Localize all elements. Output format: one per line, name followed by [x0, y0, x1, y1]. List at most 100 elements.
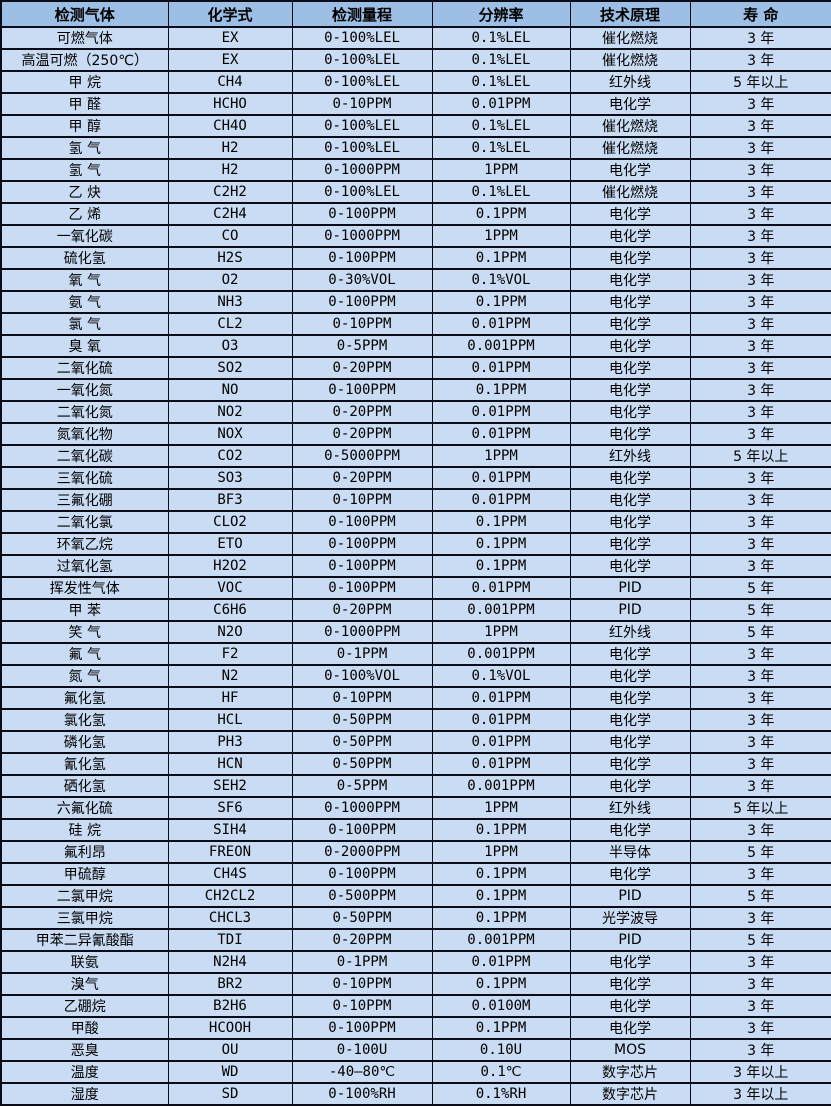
cell-technology-principle: 电化学 [569, 378, 691, 402]
cell-technology-principle: 数字芯片 [569, 1060, 691, 1084]
cell-chemical-formula: NOX [167, 422, 293, 446]
cell-lifespan: 3 年 [689, 268, 831, 292]
cell-gas-name: 二氧化碳 [0, 444, 169, 468]
cell-lifespan: 3 年 [689, 708, 831, 732]
cell-resolution: 0.1%LEL [431, 180, 571, 204]
cell-detection-range: 0-100PPM [291, 576, 433, 600]
cell-chemical-formula: CH4O [167, 114, 293, 138]
cell-chemical-formula: SF6 [167, 796, 293, 820]
cell-lifespan: 3 年 [689, 554, 831, 578]
cell-lifespan: 3 年 [689, 532, 831, 556]
cell-resolution: 0.1%LEL [431, 70, 571, 94]
cell-resolution: 0.001PPM [431, 334, 571, 358]
cell-lifespan: 3 年 [689, 26, 831, 50]
cell-resolution: 0.01PPM [431, 708, 571, 732]
table-row: 可燃气体 EX 0-100%LEL 0.1%LEL 催化燃烧 3 年 [0, 26, 831, 50]
cell-lifespan: 5 年 [689, 840, 831, 864]
cell-chemical-formula: N2H4 [167, 950, 293, 974]
cell-chemical-formula: HCL [167, 708, 293, 732]
cell-chemical-formula: H2 [167, 136, 293, 160]
cell-gas-name: 氮氧化物 [0, 422, 169, 446]
cell-resolution: 0.1℃ [431, 1060, 571, 1084]
cell-gas-name: 硅 烷 [0, 818, 169, 842]
header-resolution: 分辨率 [431, 0, 571, 28]
cell-lifespan: 3 年 [689, 1038, 831, 1062]
cell-detection-range: 0-20PPM [291, 422, 433, 446]
cell-lifespan: 3 年以上 [689, 1082, 831, 1106]
cell-chemical-formula: EX [167, 26, 293, 50]
cell-chemical-formula: C6H6 [167, 598, 293, 622]
header-detection-range: 检测量程 [291, 0, 433, 28]
cell-gas-name: 联氨 [0, 950, 169, 974]
cell-detection-range: 0-30%VOL [291, 268, 433, 292]
cell-resolution: 0.01PPM [431, 312, 571, 336]
cell-technology-principle: 半导体 [569, 840, 691, 864]
cell-gas-name: 氟 气 [0, 642, 169, 666]
cell-chemical-formula: SD [167, 1082, 293, 1106]
cell-gas-name: 氟利昂 [0, 840, 169, 864]
cell-chemical-formula: WD [167, 1060, 293, 1084]
table-body: 可燃气体 EX 0-100%LEL 0.1%LEL 催化燃烧 3 年高温可燃（250℃） E… [0, 26, 831, 1106]
cell-lifespan: 3 年 [689, 906, 831, 930]
cell-lifespan: 3 年 [689, 686, 831, 710]
cell-resolution: 0.1PPM [431, 972, 571, 996]
cell-chemical-formula: PH3 [167, 730, 293, 754]
cell-chemical-formula: C2H4 [167, 202, 293, 226]
cell-technology-principle: 电化学 [569, 268, 691, 292]
cell-technology-principle: 催化燃烧 [569, 136, 691, 160]
cell-resolution: 0.01PPM [431, 422, 571, 446]
cell-gas-name: 二氧化硫 [0, 356, 169, 380]
cell-gas-name: 甲 醇 [0, 114, 169, 138]
cell-technology-principle: 电化学 [569, 246, 691, 270]
cell-detection-range: 0-20PPM [291, 466, 433, 490]
cell-lifespan: 3 年 [689, 180, 831, 204]
table-row: 臭 氧 O3 0-5PPM 0.001PPM 电化学 3 年 [0, 334, 831, 358]
cell-chemical-formula: H2S [167, 246, 293, 270]
cell-resolution: 0.1PPM [431, 510, 571, 534]
table-row: 甲 醛 HCHO 0-10PPM 0.01PPM 电化学 3 年 [0, 92, 831, 116]
cell-technology-principle: 电化学 [569, 554, 691, 578]
cell-detection-range: 0-100%LEL [291, 70, 433, 94]
cell-gas-name: 三氧化硫 [0, 466, 169, 490]
cell-lifespan: 5 年 [689, 928, 831, 952]
table-row: 一氧化碳 CO 0-1000PPM 1PPM 电化学 3 年 [0, 224, 831, 248]
cell-detection-range: 0-10PPM [291, 972, 433, 996]
cell-technology-principle: 电化学 [569, 730, 691, 754]
cell-detection-range: 0-100PPM [291, 510, 433, 534]
cell-technology-principle: 电化学 [569, 466, 691, 490]
cell-chemical-formula: SIH4 [167, 818, 293, 842]
table-row: 乙硼烷 B2H6 0-10PPM 0.0100M 电化学 3 年 [0, 994, 831, 1018]
cell-detection-range: 0-100%LEL [291, 26, 433, 50]
cell-resolution: 0.001PPM [431, 642, 571, 666]
cell-lifespan: 3 年 [689, 356, 831, 380]
cell-resolution: 0.1PPM [431, 378, 571, 402]
cell-technology-principle: 红外线 [569, 444, 691, 468]
cell-lifespan: 3 年 [689, 510, 831, 534]
cell-gas-name: 氧 气 [0, 268, 169, 292]
cell-chemical-formula: CH2CL2 [167, 884, 293, 908]
cell-resolution: 0.1PPM [431, 246, 571, 270]
header-technology-principle: 技术原理 [569, 0, 691, 28]
table-row: 乙 炔 C2H2 0-100%LEL 0.1%LEL 催化燃烧 3 年 [0, 180, 831, 204]
cell-lifespan: 3 年 [689, 114, 831, 138]
table-row: 二氯甲烷 CH2CL2 0-500PPM 0.1PPM PID 5 年 [0, 884, 831, 908]
cell-technology-principle: 电化学 [569, 642, 691, 666]
cell-technology-principle: 电化学 [569, 158, 691, 182]
cell-lifespan: 3 年 [689, 730, 831, 754]
table-row: 氨 气 NH3 0-100PPM 0.1PPM 电化学 3 年 [0, 290, 831, 314]
table-row: 氯 气 CL2 0-10PPM 0.01PPM 电化学 3 年 [0, 312, 831, 336]
cell-resolution: 1PPM [431, 840, 571, 864]
cell-detection-range: 0-1000PPM [291, 158, 433, 182]
cell-lifespan: 5 年以上 [689, 796, 831, 820]
cell-resolution: 0.1%LEL [431, 136, 571, 160]
cell-resolution: 1PPM [431, 444, 571, 468]
cell-technology-principle: PID [569, 598, 691, 622]
cell-technology-principle: 红外线 [569, 796, 691, 820]
cell-lifespan: 5 年 [689, 598, 831, 622]
cell-gas-name: 氨 气 [0, 290, 169, 314]
cell-technology-principle: 电化学 [569, 862, 691, 886]
cell-detection-range: 0-100PPM [291, 246, 433, 270]
cell-chemical-formula: SO2 [167, 356, 293, 380]
cell-gas-name: 乙硼烷 [0, 994, 169, 1018]
